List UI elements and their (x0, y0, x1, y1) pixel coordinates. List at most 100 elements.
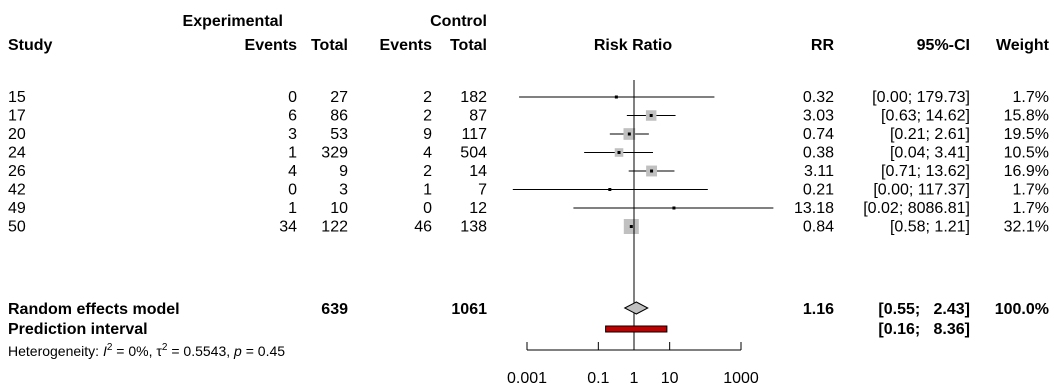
study-name: 24 (8, 145, 26, 162)
heterogeneity-p: p (233, 343, 242, 359)
point-estimate (672, 206, 676, 210)
exp-events: 0 (288, 182, 297, 199)
weight-value: 32.1% (1004, 219, 1049, 236)
ctl-events: 0 (423, 200, 432, 217)
heterogeneity-text: Heterogeneity: I2 = 0%, τ2 = 0.5543, p =… (8, 342, 285, 359)
ctl-total: 182 (460, 89, 487, 106)
exp-total: 86 (330, 108, 348, 125)
random-effects-exp-total: 639 (321, 301, 348, 318)
weight-value: 16.9% (1004, 163, 1049, 180)
ctl-events: 2 (423, 89, 432, 106)
rr-value: 3.03 (803, 108, 834, 125)
exp-total: 122 (321, 219, 348, 236)
ctl-events: 46 (414, 219, 432, 236)
x-tick-label: 0.1 (587, 370, 609, 387)
exp-total: 3 (339, 182, 348, 199)
header-exp-events: Events (245, 37, 298, 54)
ci-value: [0.63; 14.62] (881, 108, 970, 125)
x-axis: 0.001 0.1 1 10 1000 (507, 342, 759, 387)
weight-value: 15.8% (1004, 108, 1049, 125)
heterogeneity-p-value: = 0.45 (242, 343, 285, 359)
rr-value: 0.21 (803, 182, 834, 199)
exp-events: 1 (288, 145, 297, 162)
exp-events: 4 (288, 163, 297, 180)
weight-value: 1.7% (1013, 89, 1049, 106)
point-estimate (608, 188, 612, 191)
weight-value: 1.7% (1013, 182, 1049, 199)
x-tick-label: 0.001 (507, 370, 547, 387)
summary: Random effects model 639 1061 1.16 [0.55… (8, 301, 1049, 359)
ctl-events: 1 (423, 182, 432, 199)
x-tick-label: 1000 (723, 370, 759, 387)
x-tick-label: 10 (661, 370, 679, 387)
heterogeneity-tau: τ (156, 343, 162, 359)
study-name: 50 (8, 219, 26, 236)
prediction-interval-bar (605, 325, 668, 333)
ctl-events: 2 (423, 108, 432, 125)
study-rows: 15 0 27 2 182 0.32 [0.00; 179.73] 1.7%17 6 86 2 87 3… (8, 89, 1049, 236)
heterogeneity-prefix: Heterogeneity: (8, 343, 103, 359)
plot-marks (512, 80, 774, 343)
heterogeneity-tau-value: = 0.5543, (167, 343, 234, 359)
header-control: Control (430, 13, 487, 30)
ctl-total: 87 (469, 108, 487, 125)
study-name: 26 (8, 163, 26, 180)
ctl-events: 9 (423, 126, 432, 143)
exp-total: 10 (330, 200, 348, 217)
header-ctl-events: Events (380, 37, 433, 54)
random-effects-weight: 100.0% (995, 301, 1049, 318)
exp-events: 3 (288, 126, 297, 143)
weight-value: 1.7% (1013, 200, 1049, 217)
study-name: 17 (8, 108, 26, 125)
exp-events: 0 (288, 89, 297, 106)
ci-value: [0.02; 8086.81] (863, 200, 970, 217)
ci-value: [0.21; 2.61] (890, 126, 970, 143)
rr-value: 0.38 (803, 145, 834, 162)
header: Experimental Control Study Events Total … (8, 13, 1050, 54)
heterogeneity-i-value: = 0%, (112, 343, 156, 359)
prediction-interval-ci: [0.16; 8.36] (878, 321, 970, 338)
prediction-interval-label: Prediction interval (8, 321, 148, 338)
point-estimate (649, 114, 653, 117)
exp-total: 329 (321, 145, 348, 162)
header-exp-total: Total (311, 37, 348, 54)
random-effects-ctl-total: 1061 (451, 301, 487, 318)
exp-events: 6 (288, 108, 297, 125)
exp-events: 34 (279, 219, 297, 236)
heterogeneity-i-sup: 2 (107, 342, 113, 353)
ctl-events: 4 (423, 145, 432, 162)
point-estimate (629, 225, 633, 228)
heterogeneity-tau-sup: 2 (162, 342, 168, 353)
header-rr: RR (811, 37, 835, 54)
rr-value: 13.18 (794, 200, 834, 217)
ctl-total: 138 (460, 219, 487, 236)
point-estimate (614, 95, 618, 99)
rr-value: 0.32 (803, 89, 834, 106)
heterogeneity-i: I (103, 343, 107, 359)
rr-value: 3.11 (804, 163, 834, 180)
rr-value: 0.74 (803, 126, 834, 143)
exp-total: 53 (330, 126, 348, 143)
point-estimate (627, 132, 631, 136)
rr-value: 0.84 (803, 219, 834, 236)
exp-total: 27 (330, 89, 348, 106)
header-ctl-total: Total (450, 37, 487, 54)
x-tick-label: 1 (630, 370, 639, 387)
weight-value: 10.5% (1004, 145, 1049, 162)
ctl-total: 7 (478, 182, 487, 199)
header-risk-ratio: Risk Ratio (594, 37, 672, 54)
study-name: 20 (8, 126, 26, 143)
weight-value: 19.5% (1004, 126, 1049, 143)
ci-value: [0.00; 117.37] (873, 182, 970, 199)
header-study: Study (8, 37, 53, 54)
ci-value: [0.00; 179.73] (872, 89, 970, 106)
header-experimental: Experimental (183, 13, 283, 30)
ctl-events: 2 (423, 163, 432, 180)
study-name: 49 (8, 200, 26, 217)
ci-value: [0.58; 1.21] (890, 219, 970, 236)
ctl-total: 12 (469, 200, 487, 217)
point-estimate (617, 151, 621, 154)
random-effects-diamond (623, 301, 649, 315)
header-weight: Weight (996, 37, 1050, 54)
